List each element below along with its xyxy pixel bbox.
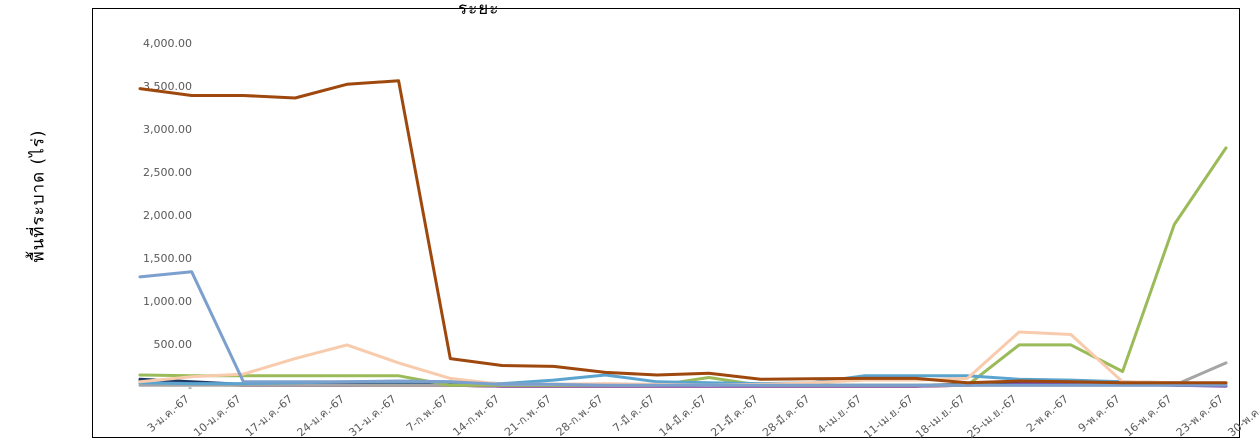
- y-tick-label: 3,000.00: [143, 123, 192, 136]
- x-tick-label: 14-ก.พ.-67: [450, 392, 502, 438]
- x-tick-label: 23-พ.ค.-67: [1174, 392, 1226, 439]
- y-tick-label: 1,500.00: [143, 252, 192, 265]
- x-tick-label: 7-มี.ค.-67: [610, 392, 657, 434]
- series-line: [138, 330, 1228, 387]
- x-tick-label: 17-ม.ค.-67: [243, 392, 295, 439]
- x-tick-label: 4-เม.ย.-67: [815, 392, 864, 436]
- x-tick-label: 30-พ.ค.-67: [1225, 392, 1260, 439]
- y-tick-label: 1,000.00: [143, 295, 192, 308]
- x-tick-label: 9-พ.ค.-67: [1076, 392, 1123, 434]
- x-tick-label: 21-มี.ค.-67: [708, 392, 760, 439]
- series-line: [138, 146, 1228, 387]
- series-line: [138, 79, 1228, 385]
- series-line: [138, 270, 1228, 387]
- x-tick-label: 2-พ.ค.-67: [1024, 392, 1071, 434]
- series-lines: [138, 79, 1228, 388]
- chart-title-fragment: ระยะ: [458, 0, 500, 19]
- x-tick-label: 11-เม.ย.-67: [861, 392, 916, 441]
- x-axis-ticks: 3-ม.ค.-67 10-ม.ค.-67 17-ม.ค.-67 24-ม.ค.-67 3…: [145, 392, 1260, 441]
- x-tick-label: 14-มี.ค.-67: [657, 392, 709, 439]
- x-tick-label: 31-ม.ค.-67: [346, 392, 398, 439]
- y-tick-label: -: [188, 381, 192, 394]
- x-tick-label: 25-เม.ย.-67: [965, 392, 1020, 441]
- x-tick-label: 24-ม.ค.-67: [295, 392, 347, 439]
- y-tick-label: 4,000.00: [143, 37, 192, 50]
- x-tick-label: 18-เม.ย.-67: [913, 392, 968, 441]
- y-tick-label: 2,000.00: [143, 209, 192, 222]
- x-tick-label: 28-มี.ค.-67: [760, 392, 812, 439]
- x-tick-label: 21-ก.พ.-67: [502, 392, 554, 438]
- y-tick-label: 500.00: [154, 338, 193, 351]
- x-tick-label: 10-ม.ค.-67: [191, 392, 243, 439]
- x-tick-label: 28-ก.พ.-67: [554, 392, 606, 438]
- chart-frame: ระยะ: [92, 0, 1240, 438]
- x-tick-label: 7-ก.พ.-67: [404, 392, 451, 434]
- x-tick-label: 16-พ.ค.-67: [1122, 392, 1174, 439]
- y-tick-label: 2,500.00: [143, 166, 192, 179]
- x-tick-label: 3-ม.ค.-67: [145, 392, 192, 434]
